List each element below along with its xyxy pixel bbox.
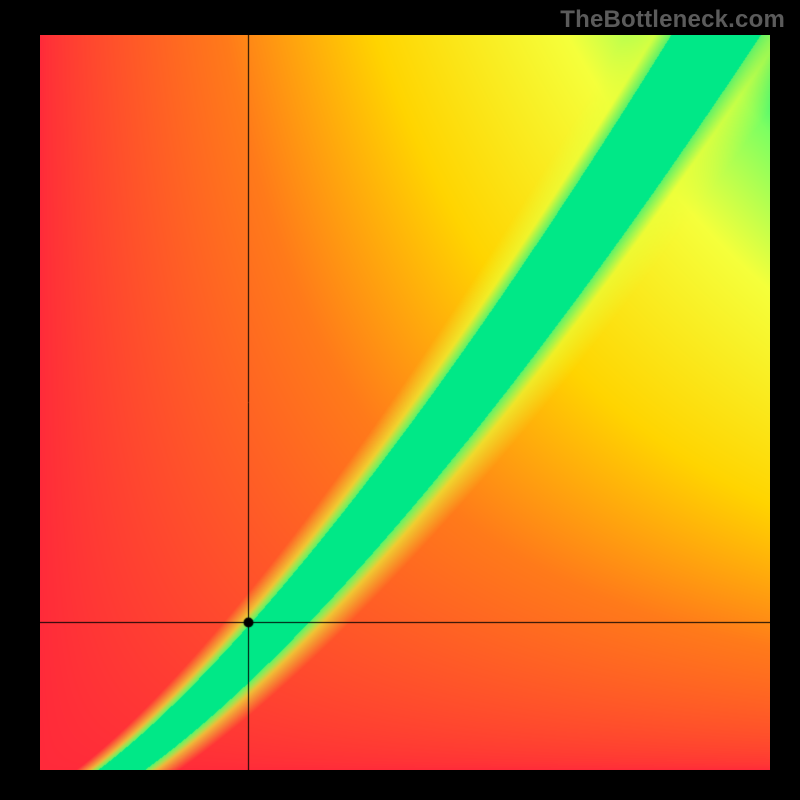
watermark-text: TheBottleneck.com bbox=[560, 6, 785, 34]
chart-frame: TheBottleneck.com bbox=[0, 0, 800, 800]
bottleneck-heatmap bbox=[40, 35, 770, 770]
